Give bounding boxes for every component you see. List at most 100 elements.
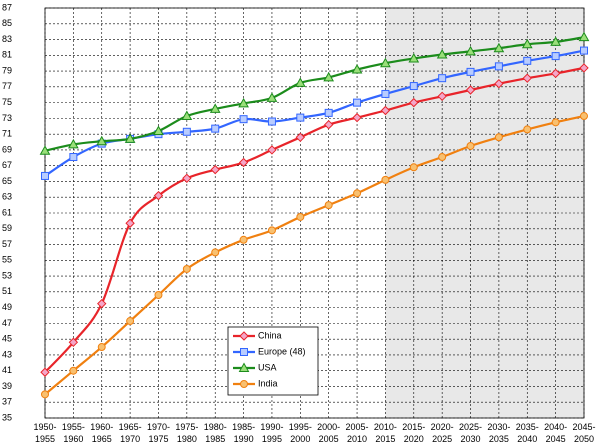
y-tick-label: 37 [2, 397, 12, 407]
y-tick-label: 67 [2, 160, 12, 170]
data-point [182, 264, 191, 273]
x-tick-label: 2015-2020 [402, 422, 425, 444]
y-tick-label: 81 [2, 50, 12, 60]
y-tick-label: 71 [2, 129, 12, 139]
x-tick-label: 1960-1965 [90, 422, 113, 444]
data-point [126, 317, 135, 326]
y-tick-label: 63 [2, 192, 12, 202]
y-tick-label: 77 [2, 81, 12, 91]
x-tick-label: 2035-2040 [516, 422, 539, 444]
x-tick-label: 1990-1995 [260, 422, 283, 444]
data-point [294, 77, 306, 87]
data-point [209, 103, 221, 113]
legend-marker [240, 348, 248, 356]
y-tick-label: 61 [2, 207, 12, 217]
legend-marker [239, 331, 249, 341]
y-tick-label: 69 [2, 144, 12, 154]
data-point [323, 71, 335, 82]
data-point [267, 226, 276, 235]
y-tick-label: 53 [2, 270, 12, 280]
legend-label: Europe (48) [258, 346, 306, 356]
data-point [239, 115, 248, 124]
data-point [409, 97, 419, 108]
data-point [323, 119, 334, 130]
data-point [494, 62, 503, 71]
y-tick-label: 65 [2, 176, 12, 186]
y-tick-label: 39 [2, 381, 12, 391]
data-point [97, 343, 106, 352]
data-point [41, 390, 49, 399]
y-tick-label: 35 [2, 412, 12, 422]
y-tick-label: 55 [2, 255, 12, 265]
y-tick-label: 85 [2, 18, 12, 28]
data-point [550, 36, 561, 46]
data-point [381, 175, 390, 184]
data-point [409, 163, 418, 172]
data-point [580, 112, 588, 121]
data-point [493, 42, 505, 53]
data-point [295, 132, 306, 143]
x-tick-label: 2010-2015 [374, 422, 397, 444]
data-point [494, 78, 504, 89]
data-point [267, 117, 276, 126]
data-point [408, 52, 420, 63]
x-tick-label: 2000-2005 [317, 422, 340, 444]
data-point [154, 291, 163, 299]
data-point [266, 92, 278, 102]
data-point [436, 48, 448, 59]
data-point [578, 31, 590, 42]
data-point [353, 189, 362, 198]
data-point [523, 56, 532, 65]
y-tick-label: 83 [2, 34, 12, 44]
data-point [523, 125, 532, 134]
data-point [96, 135, 108, 146]
data-point [550, 68, 561, 79]
x-tick-label: 1985-1990 [232, 422, 255, 444]
data-point [438, 74, 447, 83]
y-tick-label: 47 [2, 318, 12, 328]
data-point [579, 63, 589, 73]
legend-marker [240, 380, 248, 388]
data-point [69, 153, 78, 162]
data-point [551, 118, 560, 127]
data-point [153, 190, 164, 201]
y-tick-label: 59 [2, 223, 12, 233]
data-point [40, 367, 50, 377]
x-tick-label: 1955-1960 [62, 422, 85, 444]
legend-marker [238, 362, 250, 372]
data-point [267, 145, 277, 155]
x-tick-label: 2025-2030 [459, 422, 482, 444]
data-point [69, 366, 78, 375]
y-tick-label: 57 [2, 239, 12, 249]
x-tick-label: 2045-2050 [572, 422, 595, 444]
data-point [466, 67, 475, 76]
data-point [351, 63, 363, 74]
data-point [324, 108, 333, 117]
data-point [437, 91, 447, 102]
data-point [465, 85, 476, 95]
data-point [124, 133, 136, 143]
data-point [381, 89, 390, 98]
data-point [296, 212, 305, 221]
y-tick-label: 51 [2, 286, 12, 296]
data-point [211, 248, 220, 257]
data-point [238, 97, 249, 108]
y-tick-label: 75 [2, 97, 12, 107]
legend-label: USA [258, 362, 277, 372]
x-tick-label: 1950-1955 [33, 422, 56, 444]
data-point [39, 145, 51, 155]
x-tick-label: 2020-2025 [431, 422, 454, 444]
data-point [380, 57, 391, 68]
data-point [125, 218, 135, 228]
data-point [522, 73, 532, 83]
data-point [352, 112, 362, 123]
y-tick-label: 41 [2, 365, 12, 375]
x-tick-label: 1965-1970 [119, 422, 142, 444]
data-point [181, 110, 193, 121]
data-point [182, 173, 192, 184]
x-tick-label: 2030-2035 [487, 422, 510, 444]
data-point [68, 337, 79, 348]
data-point [580, 46, 588, 55]
y-tick-label: 45 [2, 334, 12, 344]
